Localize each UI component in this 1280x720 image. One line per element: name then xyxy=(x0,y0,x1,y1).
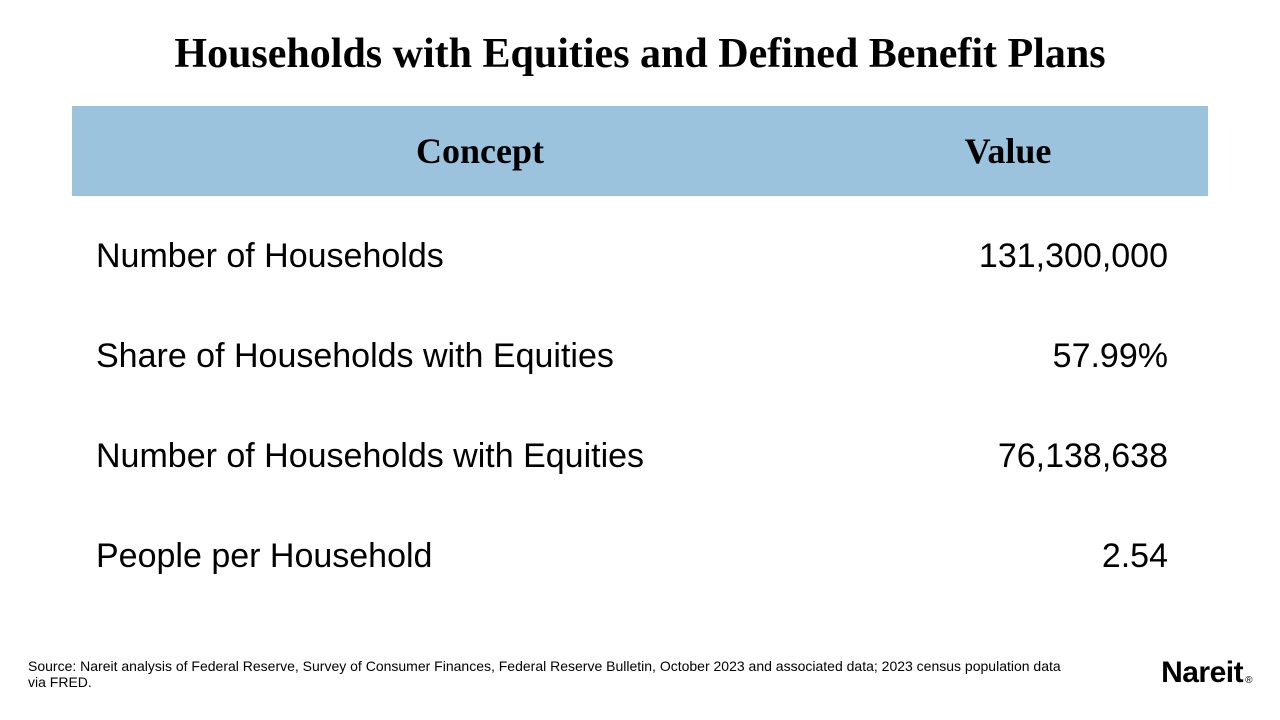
cell-value: 2.54 xyxy=(848,537,1208,576)
cell-value: 76,138,638 xyxy=(848,437,1208,476)
page-title: Households with Equities and Defined Ben… xyxy=(60,30,1220,78)
slide: Households with Equities and Defined Ben… xyxy=(0,0,1280,720)
footer: Source: Nareit analysis of Federal Reser… xyxy=(28,656,1252,690)
table-row: Number of Households with Equities 76,13… xyxy=(72,406,1208,506)
nareit-logo: Nareit ® xyxy=(1161,656,1252,690)
registered-mark: ® xyxy=(1245,675,1252,686)
logo-text: Nareit xyxy=(1161,656,1243,690)
table-row: Share of Households with Equities 57.99% xyxy=(72,306,1208,406)
cell-concept: People per Household xyxy=(72,537,848,576)
column-header-concept: Concept xyxy=(72,130,848,172)
table-body: Number of Households 131,300,000 Share o… xyxy=(72,196,1208,606)
source-text: Source: Nareit analysis of Federal Reser… xyxy=(28,658,1078,690)
table-row: Number of Households 131,300,000 xyxy=(72,206,1208,306)
cell-value: 131,300,000 xyxy=(848,237,1208,276)
table-row: People per Household 2.54 xyxy=(72,506,1208,606)
table-header-row: Concept Value xyxy=(72,106,1208,196)
cell-concept: Share of Households with Equities xyxy=(72,337,848,376)
cell-concept: Number of Households xyxy=(72,237,848,276)
cell-concept: Number of Households with Equities xyxy=(72,437,848,476)
cell-value: 57.99% xyxy=(848,337,1208,376)
column-header-value: Value xyxy=(848,130,1208,172)
data-table: Concept Value Number of Households 131,3… xyxy=(72,106,1208,606)
